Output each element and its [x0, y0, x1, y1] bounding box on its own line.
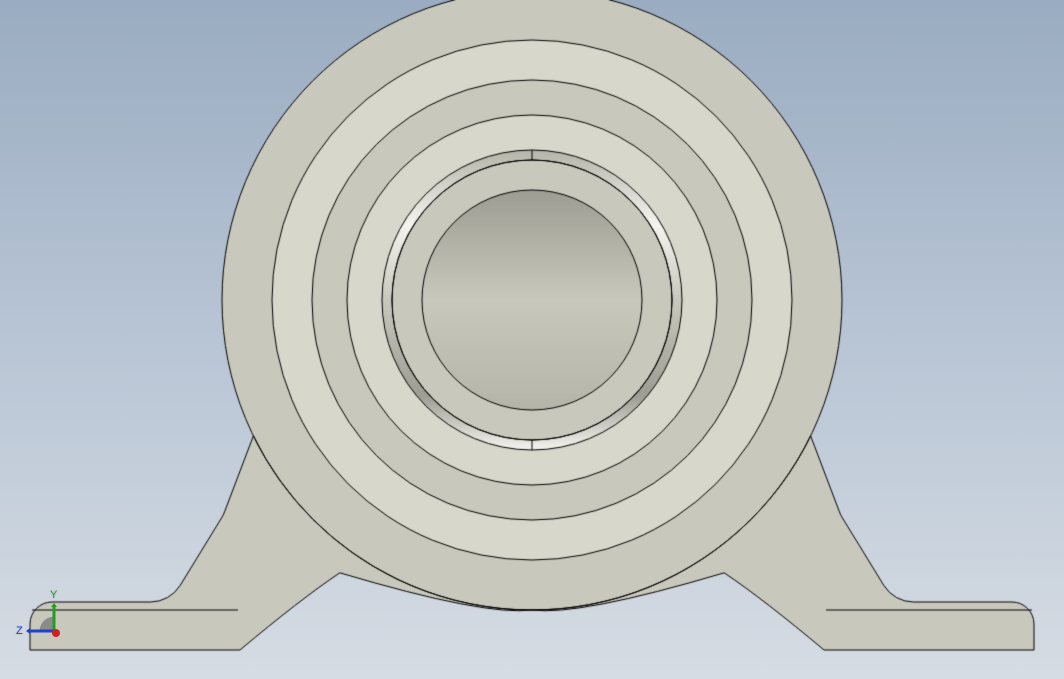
orientation-triad[interactable]: Y Z — [18, 587, 82, 651]
axis-label-z: Z — [16, 625, 23, 637]
axis-label-y: Y — [50, 589, 57, 601]
model-canvas[interactable] — [0, 0, 1064, 679]
cad-viewport[interactable]: Y Z — [0, 0, 1064, 679]
